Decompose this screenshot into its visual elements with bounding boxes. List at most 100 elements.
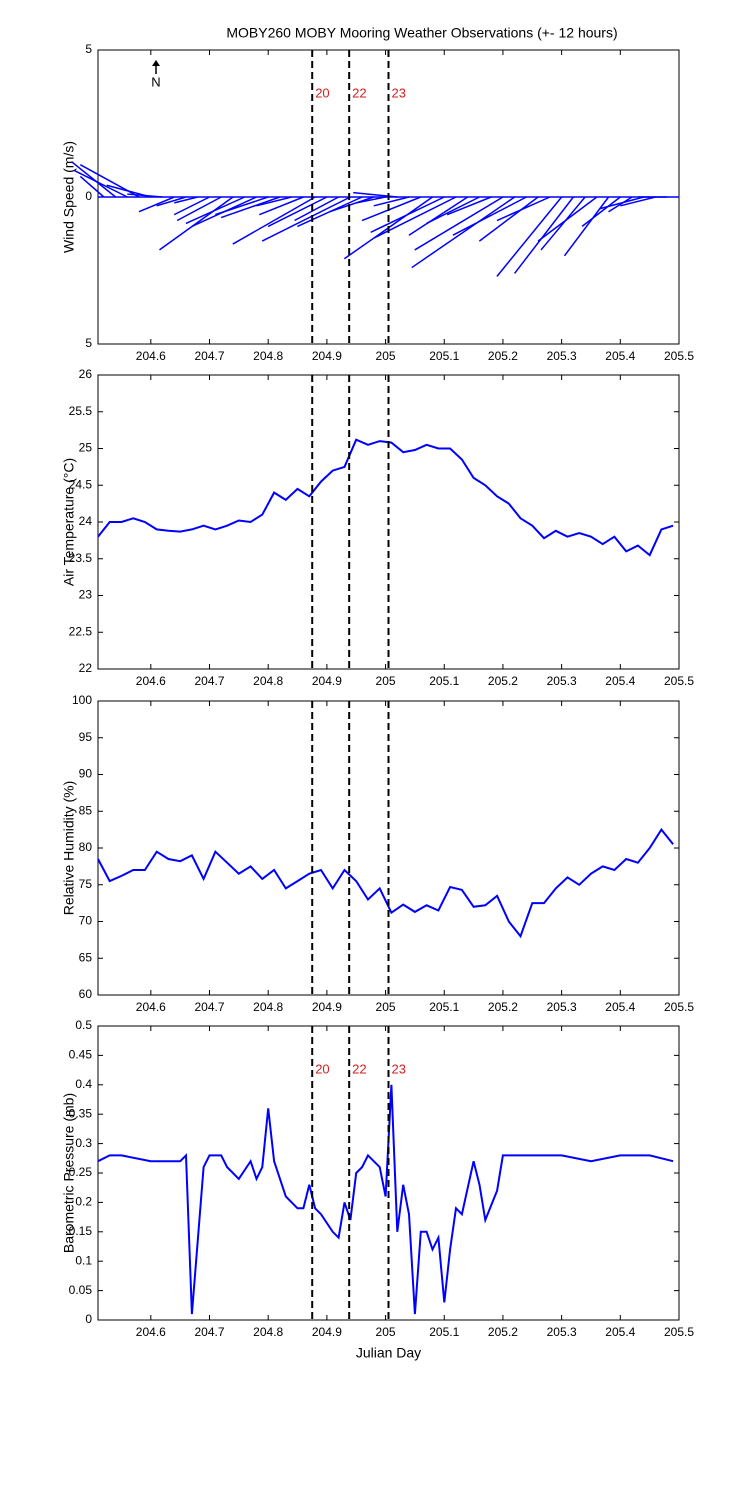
- x-tick-label: 205: [376, 349, 396, 363]
- wind-stick: [138, 196, 175, 213]
- x-axis-label: Julian Day: [356, 1345, 421, 1361]
- y-tick-label: 65: [79, 950, 93, 964]
- wind-stick: [620, 196, 656, 207]
- y-tick-label: 23: [79, 588, 93, 602]
- y-tick-label: 0.4: [75, 1077, 92, 1091]
- north-label: N: [151, 74, 160, 89]
- wind-stick: [446, 196, 492, 216]
- y-tick-label: 5: [85, 42, 92, 56]
- y-tick-label: 75: [79, 877, 93, 891]
- y-tick-label: 22: [79, 661, 93, 675]
- wind-stick: [267, 196, 328, 228]
- y-tick-label: 25.5: [69, 404, 93, 418]
- chart-title: MOBY260 MOBY Mooring Weather Observation…: [226, 25, 617, 41]
- y-tick-label: 0.5: [75, 1018, 92, 1032]
- wind-stick: [496, 196, 551, 222]
- y-tick-label: 90: [79, 767, 93, 781]
- x-tick-label: 205.3: [547, 349, 577, 363]
- x-tick-label: 205.4: [605, 1000, 635, 1014]
- y-axis-label: Barometric Pressure (mb): [61, 1093, 77, 1253]
- y-tick-label: 60: [79, 987, 93, 1001]
- wind-stick: [259, 196, 304, 216]
- wind-stick: [256, 196, 292, 207]
- wind-stick: [159, 196, 234, 251]
- wind-stick: [599, 196, 644, 210]
- wind-stick: [74, 169, 128, 198]
- wind-stick: [176, 196, 222, 222]
- x-tick-label: 204.6: [136, 1325, 166, 1339]
- wind-stick: [496, 196, 563, 277]
- wind-stick: [370, 196, 445, 233]
- data-line: [97, 827, 674, 939]
- x-tick-label: 205.1: [429, 349, 459, 363]
- wind-stick: [414, 196, 504, 251]
- x-tick-label: 205.4: [605, 1325, 635, 1339]
- wind-stick: [411, 196, 516, 269]
- wind-stick: [220, 196, 281, 219]
- y-tick-label: 0.45: [69, 1048, 93, 1062]
- x-tick-label: 205.3: [547, 674, 577, 688]
- x-tick-label: 204.6: [136, 1000, 166, 1014]
- x-tick-label: 205.4: [605, 349, 635, 363]
- x-tick-label: 204.7: [194, 674, 224, 688]
- y-tick-label: 0.2: [75, 1195, 92, 1209]
- y-tick-label: 23.5: [69, 551, 93, 565]
- event-label: 20: [315, 1061, 329, 1076]
- y-tick-label: 70: [79, 914, 93, 928]
- wind-stick: [608, 196, 633, 213]
- x-tick-label: 205.1: [429, 1325, 459, 1339]
- wind-stick: [581, 196, 621, 227]
- y-axis-label: Air Temperature (°C): [61, 458, 77, 586]
- x-tick-label: 205.5: [664, 674, 694, 688]
- data-line: [97, 1084, 674, 1315]
- y-tick-label: 100: [72, 693, 92, 707]
- x-tick-label: 205.1: [429, 674, 459, 688]
- wind-stick: [261, 196, 351, 242]
- x-tick-label: 204.8: [253, 1325, 283, 1339]
- wind-stick: [452, 196, 527, 236]
- x-tick-label: 205.2: [488, 1325, 518, 1339]
- y-tick-label: 80: [79, 840, 93, 854]
- x-tick-label: 205.2: [488, 349, 518, 363]
- wind-stick: [373, 196, 410, 207]
- x-tick-label: 205.1: [429, 1000, 459, 1014]
- event-label: 22: [352, 1061, 366, 1076]
- x-tick-label: 205: [376, 674, 396, 688]
- y-tick-label: 0.05: [69, 1283, 93, 1297]
- x-tick-label: 204.9: [312, 1325, 342, 1339]
- wind-stick: [232, 196, 316, 245]
- x-tick-label: 205.5: [664, 1000, 694, 1014]
- wind-stick: [329, 196, 375, 213]
- y-tick-label: 85: [79, 803, 93, 817]
- wind-stick: [215, 196, 269, 216]
- event-label: 23: [392, 85, 406, 100]
- wind-stick: [185, 196, 246, 225]
- x-tick-label: 204.7: [194, 1000, 224, 1014]
- x-tick-label: 204.8: [253, 349, 283, 363]
- y-tick-label: 0.1: [75, 1253, 92, 1267]
- wind-stick: [79, 175, 105, 198]
- north-arrow: [152, 60, 160, 74]
- x-tick-label: 204.6: [136, 349, 166, 363]
- wind-stick: [156, 196, 187, 207]
- x-tick-label: 204.6: [136, 674, 166, 688]
- y-tick-label: 0.25: [69, 1165, 93, 1179]
- wind-stick: [356, 196, 386, 204]
- x-tick-label: 205: [376, 1325, 396, 1339]
- y-axis-label: Relative Humidity (%): [61, 781, 77, 916]
- x-tick-label: 204.7: [194, 349, 224, 363]
- wind-stick: [540, 196, 586, 251]
- y-tick-label: 24.5: [69, 477, 93, 491]
- wind-stick: [173, 196, 210, 216]
- arrow-head: [152, 60, 160, 66]
- x-tick-label: 205: [376, 1000, 396, 1014]
- y-axis-label: Wind Speed (m/s): [61, 141, 77, 253]
- y-tick-label: 0.35: [69, 1106, 93, 1120]
- y-tick-label: 95: [79, 730, 93, 744]
- event-label: 20: [315, 85, 329, 100]
- wind-stick: [513, 196, 574, 274]
- event-label: 22: [352, 85, 366, 100]
- wind-stick: [294, 196, 339, 222]
- y-tick-label: 0: [85, 1312, 92, 1326]
